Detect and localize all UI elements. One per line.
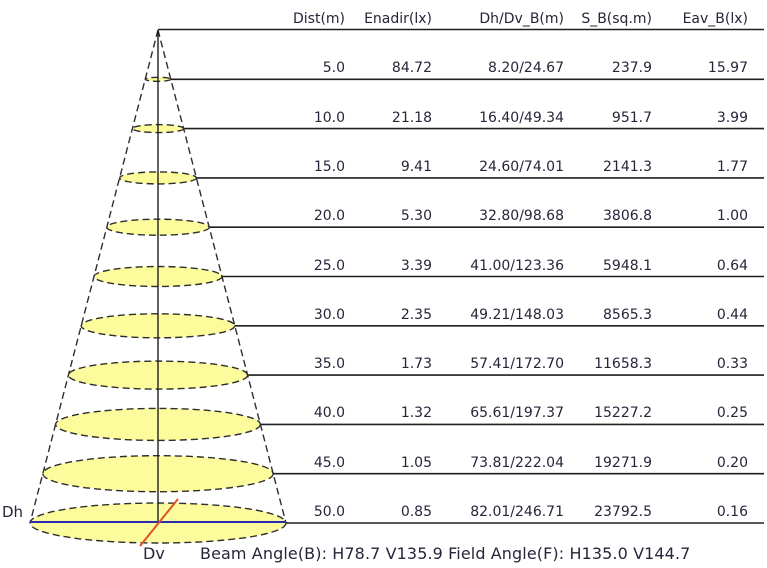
- cell-dhdv: 57.41/172.70: [470, 356, 564, 373]
- cell-dhdv: 32.80/98.68: [479, 208, 564, 225]
- cell-enadir: 1.05: [400, 454, 432, 471]
- cell-eav: 0.44: [716, 306, 748, 323]
- cell-sb-area: 237.9: [611, 60, 652, 77]
- cell-eav: 1.77: [716, 158, 748, 175]
- column-header-sb: S_B(sq.m): [581, 11, 652, 27]
- cell-dhdv: 24.60/74.01: [479, 158, 564, 175]
- cell-sb-area: 23792.5: [594, 504, 652, 520]
- cell-eav: 0.25: [716, 405, 748, 422]
- table-row: 45.0 1.05 73.81/222.04 19271.9 0.20: [255, 455, 748, 472]
- cell-distance: 45.0: [313, 454, 345, 471]
- cell-sb-area: 951.7: [611, 109, 652, 126]
- table-header: Dist(m) Enadir(lx) Dh/Dv_B(m) S_B(sq.m) …: [255, 11, 748, 28]
- cell-sb-area: 15227.2: [594, 405, 652, 422]
- cell-enadir: 84.72: [391, 60, 432, 77]
- cell-distance: 15.0: [313, 158, 345, 175]
- cell-sb-area: 5948.1: [603, 257, 652, 274]
- cell-enadir: 9.41: [400, 158, 432, 175]
- table-row: 35.0 1.73 57.41/172.70 11658.3 0.33: [255, 356, 748, 373]
- cell-dhdv: 41.00/123.36: [470, 257, 564, 274]
- table-row: 5.0 84.72 8.20/24.67 237.9 15.97: [255, 60, 748, 77]
- cell-dhdv: 65.61/197.37: [470, 405, 564, 422]
- column-header-eav: Eav_B(lx): [682, 11, 748, 27]
- cell-distance: 25.0: [313, 257, 345, 274]
- cell-eav: 1.00: [716, 208, 748, 225]
- cell-sb-area: 11658.3: [594, 356, 652, 373]
- beam-field-angle-text: Beam Angle(B): H78.7 V135.9 Field Angle(…: [200, 544, 691, 563]
- dv-axis-label: Dv: [143, 544, 165, 563]
- cell-distance: 50.0: [313, 504, 345, 520]
- table-row: 25.0 3.39 41.00/123.36 5948.1 0.64: [255, 258, 748, 275]
- table-row: 40.0 1.32 65.61/197.37 15227.2 0.25: [255, 405, 748, 422]
- cell-distance: 5.0: [322, 60, 345, 77]
- cell-distance: 35.0: [313, 356, 345, 373]
- cell-enadir: 21.18: [391, 109, 432, 126]
- cell-dhdv: 73.81/222.04: [470, 454, 564, 471]
- cone-right-edge: [157, 29, 287, 524]
- cell-dhdv: 49.21/148.03: [470, 306, 564, 323]
- cell-dhdv: 8.20/24.67: [488, 60, 564, 77]
- column-header-dist: Dist(m): [292, 11, 345, 27]
- dh-axis-label: Dh: [2, 503, 24, 521]
- table-row: 30.0 2.35 49.21/148.03 8565.3 0.44: [255, 307, 748, 324]
- cell-distance: 40.0: [313, 405, 345, 422]
- cell-eav: 15.97: [707, 60, 748, 77]
- cell-distance: 30.0: [313, 306, 345, 323]
- table-row: 20.0 5.30 32.80/98.68 3806.8 1.00: [255, 208, 748, 225]
- cell-distance: 20.0: [313, 208, 345, 225]
- cell-enadir: 1.73: [400, 356, 432, 373]
- cell-enadir: 0.85: [400, 504, 432, 520]
- table-row: 50.0 0.85 82.01/246.71 23792.5 0.16: [255, 504, 748, 521]
- dv-axis-line: [139, 498, 179, 547]
- cell-sb-area: 2141.3: [603, 158, 652, 175]
- cell-sb-area: 8565.3: [603, 306, 652, 323]
- cell-enadir: 2.35: [400, 306, 432, 323]
- table-row: 15.0 9.41 24.60/74.01 2141.3 1.77: [255, 159, 748, 176]
- column-header-enadir: Enadir(lx): [364, 11, 432, 27]
- cell-distance: 10.0: [313, 109, 345, 126]
- cell-dhdv: 16.40/49.34: [479, 109, 564, 126]
- table-row: 10.0 21.18 16.40/49.34 951.7 3.99: [255, 110, 748, 127]
- cell-enadir: 1.32: [400, 405, 432, 422]
- cell-enadir: 3.39: [400, 257, 432, 274]
- cell-eav: 0.20: [716, 454, 748, 471]
- cell-dhdv: 82.01/246.71: [470, 504, 564, 520]
- column-header-dhdv: Dh/Dv_B(m): [479, 11, 564, 27]
- cone-left-edge: [29, 29, 159, 524]
- cell-eav: 0.16: [716, 504, 748, 520]
- cell-sb-area: 19271.9: [594, 454, 652, 471]
- cell-eav: 0.64: [716, 257, 748, 274]
- cell-enadir: 5.30: [400, 208, 432, 225]
- cell-eav: 0.33: [716, 356, 748, 373]
- cell-sb-area: 3806.8: [603, 208, 652, 225]
- cell-eav: 3.99: [716, 109, 748, 126]
